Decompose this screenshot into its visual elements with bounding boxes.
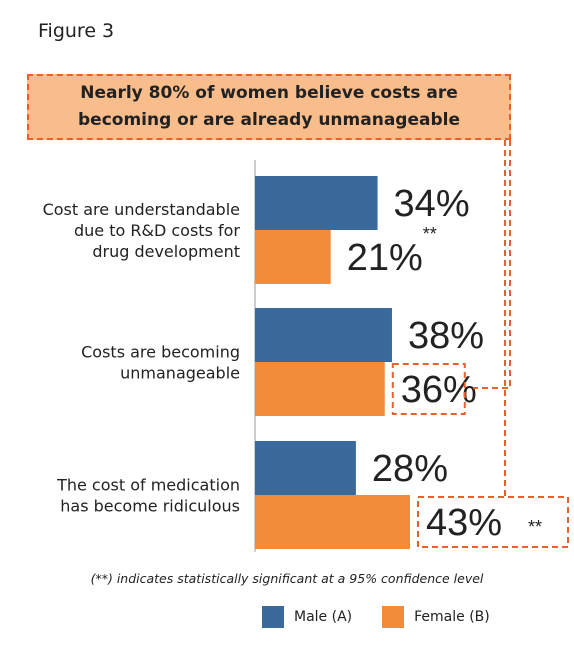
category-label: drug development [92,242,240,261]
category-label: has become ridiculous [60,497,240,516]
bar-male [255,176,378,230]
category-label: unmanageable [120,364,240,383]
significance-mark: ** [423,224,437,244]
bar-male [255,441,356,495]
callout-line-1: Nearly 80% of women believe costs are [80,83,458,103]
callout-box: Nearly 80% of women believe costs are be… [27,74,511,140]
legend-swatch [382,606,405,628]
connector-line [473,140,511,389]
data-label: 34% [394,183,470,225]
category-label: Costs are becoming [81,343,240,362]
highlight-box [391,363,466,415]
category-label: due to R&D costs for [74,221,240,240]
bar-male [255,308,392,362]
bar-female [255,230,331,284]
data-label: 38% [408,315,484,357]
legend-label: Female (B) [414,609,490,625]
legend: Male (A) Female (B) [262,606,520,628]
figure-label: Figure 3 [38,20,115,42]
legend-swatch [262,606,284,628]
significance-mark: ** [528,517,542,537]
bar-female [255,362,385,416]
bar-chart: Cost are understandable due to R&D costs … [43,140,569,552]
data-label: 43% [426,502,502,544]
highlight-box [417,496,569,548]
category-label: Cost are understandable [43,200,240,219]
callout-line-2: becoming or are already unmanageable [78,110,460,130]
category-label: The cost of medication [56,476,240,495]
bar-female [255,495,410,549]
legend-item-male: Male (A) [262,606,352,628]
data-label: 21% [347,237,423,279]
legend-item-female: Female (B) [382,606,490,628]
data-label: 28% [372,448,448,490]
footnote: (**) indicates statistically significant… [90,571,484,586]
legend-label: Male (A) [294,609,353,625]
